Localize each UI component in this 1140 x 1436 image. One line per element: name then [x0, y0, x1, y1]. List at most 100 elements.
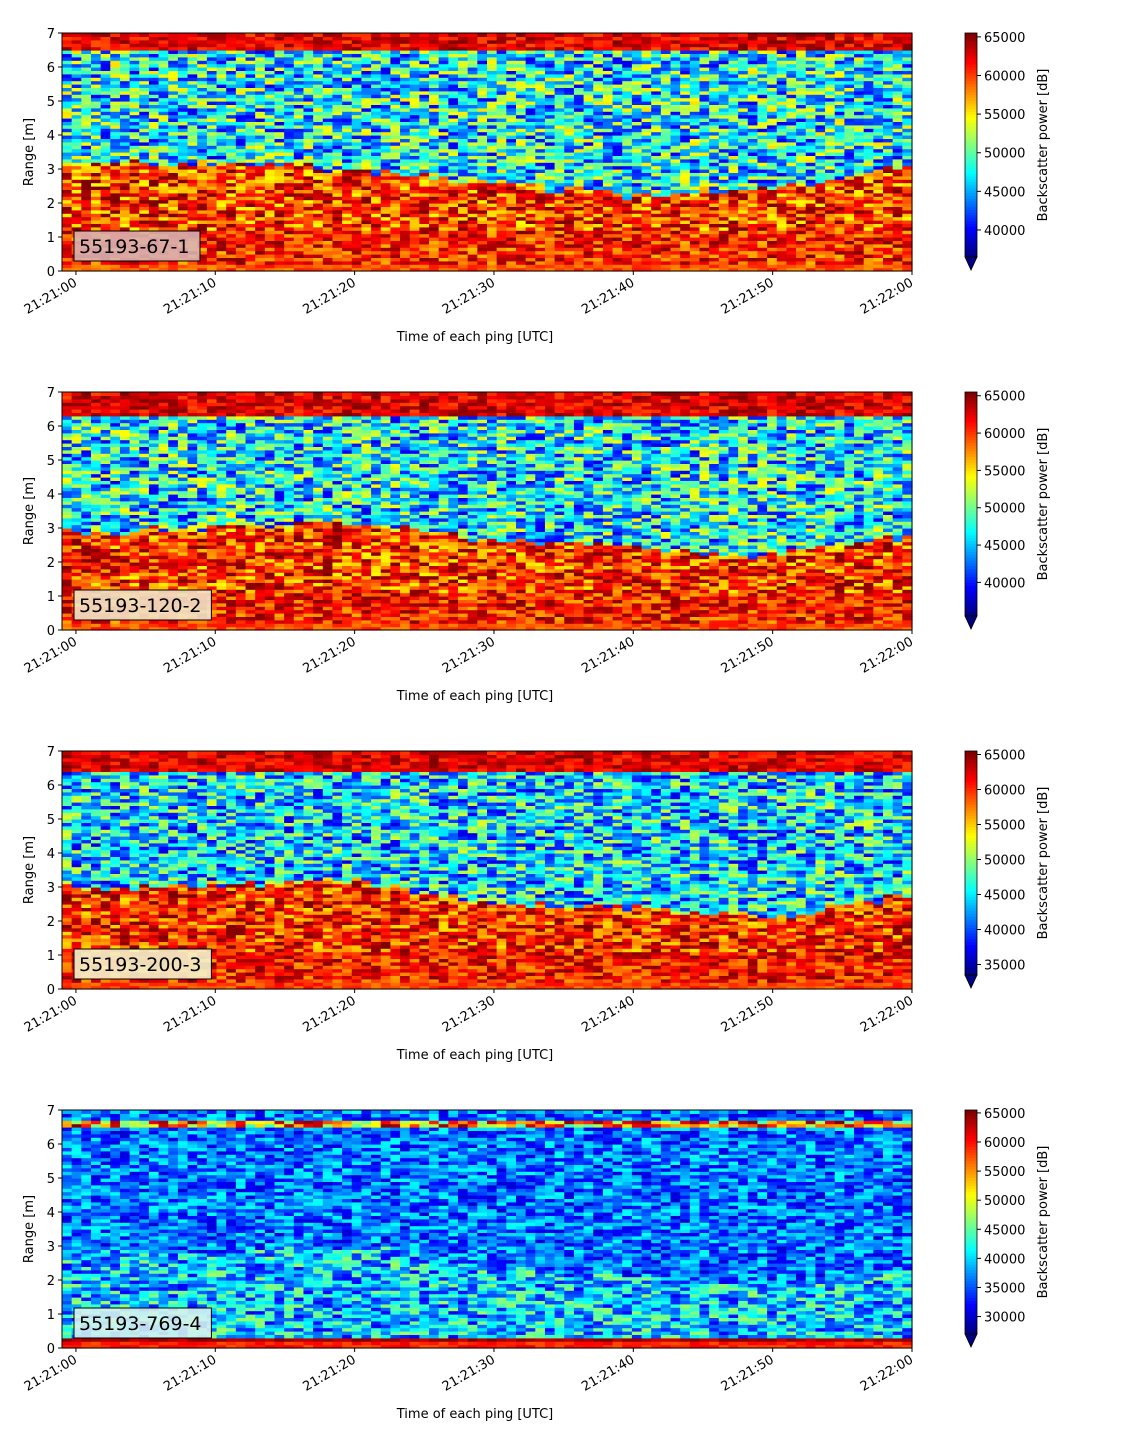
heatmap-cell	[564, 141, 575, 146]
heatmap-cell	[177, 145, 189, 150]
heatmap-cell	[525, 199, 536, 204]
heatmap-cell	[718, 209, 730, 214]
heatmap-cell	[90, 209, 102, 214]
heatmap-cell	[448, 107, 459, 112]
heatmap-cell	[81, 80, 92, 85]
heatmap-cell	[467, 267, 478, 272]
heatmap-cell	[226, 94, 237, 99]
heatmap-cell	[429, 182, 440, 187]
heatmap-cell	[313, 84, 324, 88]
heatmap-cell	[81, 162, 92, 167]
heatmap-cell	[110, 118, 121, 122]
heatmap-cell	[71, 182, 82, 187]
heatmap-cell	[293, 135, 305, 139]
heatmap-cell	[544, 67, 556, 71]
heatmap-cell	[361, 209, 372, 214]
heatmap-cell	[351, 104, 363, 109]
heatmap-cell	[390, 203, 401, 207]
heatmap-cell	[641, 87, 652, 92]
heatmap-cell	[429, 179, 440, 184]
heatmap-cell	[264, 158, 276, 163]
heatmap-cell	[554, 124, 565, 129]
heatmap-cell	[274, 90, 285, 95]
heatmap-cell	[148, 73, 160, 78]
heatmap-cell	[284, 101, 295, 105]
heatmap-cell	[631, 118, 643, 122]
heatmap-cell	[622, 94, 633, 99]
heatmap-cell	[602, 97, 614, 102]
heatmap-cell	[651, 247, 662, 252]
heatmap-cell	[612, 56, 623, 61]
heatmap-cell	[342, 39, 353, 44]
heatmap-cell	[554, 90, 565, 95]
heatmap-cell	[400, 60, 411, 65]
heatmap-cell	[303, 192, 314, 197]
heatmap-cell	[651, 196, 662, 201]
heatmap-cell	[129, 104, 140, 109]
heatmap-cell	[264, 53, 276, 58]
heatmap-cell	[139, 158, 150, 163]
heatmap-cell	[168, 213, 179, 218]
heatmap-cell	[409, 223, 420, 228]
heatmap-cell	[90, 84, 102, 88]
heatmap-cell	[177, 90, 189, 95]
heatmap-cell	[699, 209, 710, 214]
heatmap-cell	[419, 121, 430, 126]
heatmap-cell	[535, 36, 546, 41]
heatmap-cell	[264, 128, 276, 133]
heatmap-cell	[622, 101, 633, 105]
heatmap-cell	[371, 67, 382, 71]
heatmap-cell	[264, 237, 276, 241]
heatmap-cell	[206, 70, 218, 75]
heatmap-cell	[226, 53, 237, 58]
heatmap-cell	[62, 243, 73, 248]
heatmap-cell	[255, 189, 266, 194]
heatmap-cell	[168, 264, 179, 269]
heatmap-cell	[313, 77, 324, 82]
heatmap-cell	[544, 97, 556, 102]
heatmap-cell	[419, 260, 430, 265]
heatmap-cell	[71, 73, 82, 78]
heatmap-cell	[544, 240, 556, 245]
heatmap-cell	[631, 77, 643, 82]
heatmap-cell	[390, 199, 401, 204]
heatmap-cell	[419, 165, 430, 170]
heatmap-cell	[400, 158, 411, 163]
heatmap-cell	[390, 118, 401, 122]
heatmap-cell	[544, 158, 556, 163]
heatmap-cell	[226, 50, 237, 54]
heatmap-cell	[100, 111, 111, 116]
heatmap-cell	[506, 148, 517, 153]
heatmap-cell	[593, 101, 604, 105]
heatmap-cell	[71, 220, 82, 224]
heatmap-cell	[206, 182, 218, 187]
heatmap-cell	[525, 203, 536, 207]
heatmap-cell	[361, 257, 372, 262]
heatmap-cell	[612, 67, 623, 71]
heatmap-cell	[380, 155, 392, 160]
heatmap-cell	[380, 230, 392, 235]
heatmap-cell	[168, 145, 179, 150]
heatmap-cell	[458, 206, 469, 211]
heatmap-cell	[602, 206, 614, 211]
heatmap-cell	[332, 254, 343, 258]
heatmap-cell	[274, 240, 285, 245]
heatmap-cell	[110, 141, 121, 146]
heatmap-cell	[110, 162, 121, 167]
heatmap-cell	[216, 46, 227, 51]
heatmap-cell	[235, 138, 247, 143]
heatmap-cell	[409, 264, 420, 269]
heatmap-cell	[226, 43, 237, 48]
heatmap-cell	[458, 203, 469, 207]
heatmap-cell	[303, 243, 314, 248]
heatmap-cell	[593, 172, 604, 177]
heatmap-cell	[467, 148, 478, 153]
heatmap-cell	[573, 84, 585, 88]
heatmap-cell	[168, 141, 179, 146]
heatmap-cell	[477, 199, 488, 204]
heatmap-cell	[187, 203, 198, 207]
heatmap-cell	[515, 87, 527, 92]
heatmap-cell	[71, 94, 82, 99]
heatmap-cell	[129, 223, 140, 228]
